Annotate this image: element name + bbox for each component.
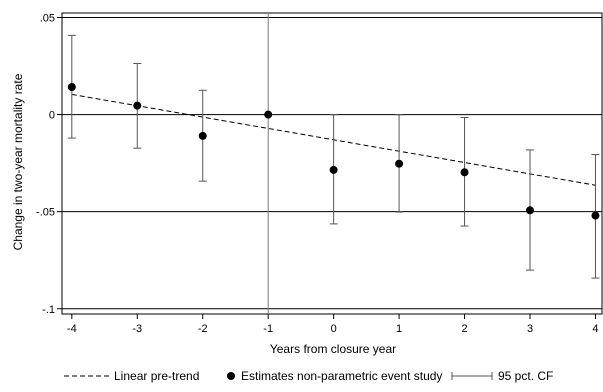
x-tick-label: 2 <box>461 323 467 335</box>
x-tick-label: -4 <box>67 323 77 335</box>
x-tick-label: 4 <box>592 323 598 335</box>
estimate-point <box>329 165 338 174</box>
plot-area <box>61 12 603 315</box>
estimate-point <box>591 211 600 220</box>
x-tick-label: -1 <box>263 323 273 335</box>
x-tick-label: -2 <box>198 323 208 335</box>
legend: Linear pre-trend Estimates non-parametric… <box>64 369 553 383</box>
y-tick-label: 0 <box>49 110 55 122</box>
estimate-point <box>198 131 207 140</box>
y-tick-label: .05 <box>40 12 55 24</box>
y-axis-title: Change in two-year mortality rate <box>11 73 25 250</box>
legend-label-estimates: Estimates non-parametric event study <box>241 369 442 383</box>
x-tick-label: -3 <box>132 323 142 335</box>
grid-lines <box>62 13 602 314</box>
legend-label-pretrend: Linear pre-trend <box>114 369 199 383</box>
chart-marks <box>67 34 600 279</box>
x-tick-label: 0 <box>331 323 337 335</box>
estimate-point <box>67 82 76 91</box>
legend-label-ci: 95 pct. CF <box>498 369 553 383</box>
estimate-point <box>264 110 273 119</box>
x-axis-title: Years from closure year <box>270 342 396 356</box>
y-tick-label: -.1 <box>42 304 55 316</box>
x-tick-label: 3 <box>527 323 533 335</box>
legend-dot-symbol <box>227 372 235 380</box>
estimate-point <box>133 101 142 110</box>
estimate-point <box>460 168 469 177</box>
x-tick-label: 1 <box>396 323 402 335</box>
y-tick-label: -.05 <box>36 207 55 219</box>
estimate-point <box>526 206 534 215</box>
plot-frame <box>61 12 603 315</box>
estimate-point <box>395 159 404 168</box>
axes: .05 0 -.05 -.1 -4 -3 -2 -1 0 1 2 3 4 <box>36 12 598 335</box>
